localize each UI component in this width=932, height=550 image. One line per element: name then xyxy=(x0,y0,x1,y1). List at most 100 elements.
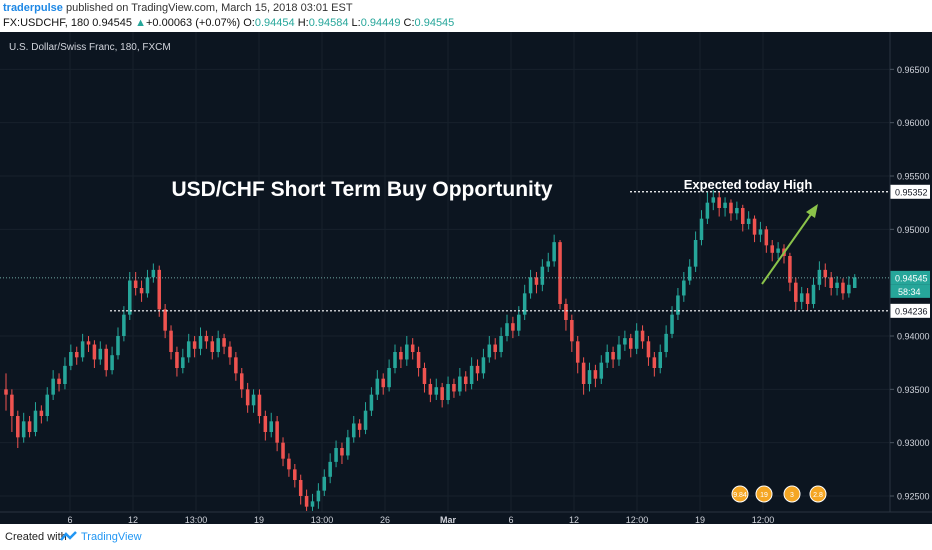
event-flag-label: 19 xyxy=(760,492,768,499)
countdown-label: 58:34 xyxy=(898,287,921,297)
ohlc-line: FX:USDCHF, 180 0.94545 ▲+0.00063 (+0.07%… xyxy=(3,17,454,29)
candle-up xyxy=(540,266,545,285)
candle-up xyxy=(116,336,120,356)
candle-down xyxy=(4,389,8,395)
candle-down xyxy=(139,288,144,294)
candle-down xyxy=(652,357,657,368)
candle-up xyxy=(63,365,67,384)
candle-up xyxy=(434,387,439,395)
candle-up xyxy=(145,277,150,294)
symbol-label: FX:USDCHF, 180 xyxy=(3,17,90,29)
candle-up xyxy=(458,376,462,392)
candle-up xyxy=(363,410,368,430)
candle-down xyxy=(740,208,745,224)
candle-down xyxy=(841,282,845,294)
candle-down xyxy=(428,384,433,395)
candle-up xyxy=(817,269,822,285)
candle-up xyxy=(835,282,839,288)
candle-up xyxy=(181,357,185,368)
candle-down xyxy=(157,269,162,310)
candle-up xyxy=(393,352,397,368)
level-label: 0.95352 xyxy=(895,187,928,197)
candle-down xyxy=(298,480,303,496)
candle-up xyxy=(676,295,680,315)
candle-down xyxy=(416,352,421,368)
candle-down xyxy=(646,341,651,358)
candle-up xyxy=(705,202,710,219)
candle-down xyxy=(104,348,108,371)
time-tick-label: 26 xyxy=(380,515,390,524)
candle-down xyxy=(399,352,403,360)
candle-down xyxy=(823,269,828,278)
candle-down xyxy=(440,387,444,400)
candle-down xyxy=(463,376,468,384)
candle-down xyxy=(275,421,279,443)
candle-down xyxy=(234,357,238,374)
candle-down xyxy=(381,378,385,388)
candle-up xyxy=(251,394,256,406)
candle-up xyxy=(623,338,627,345)
candle-down xyxy=(475,365,480,374)
author-link[interactable]: traderpulse xyxy=(3,2,63,14)
tradingview-brand[interactable]: TradingView xyxy=(81,531,142,543)
price-tick-label: 0.95000 xyxy=(897,225,930,235)
price-axis[interactable]: 0.96500 0.96000 0.95500 0.95000 0.94000 0.935… xyxy=(890,65,930,502)
candle-down xyxy=(74,352,79,358)
time-tick-label: 12:00 xyxy=(752,515,775,524)
event-flag-label: 2.8 xyxy=(813,492,823,499)
candle-up xyxy=(269,421,273,432)
candle-down xyxy=(210,341,215,352)
candle-up xyxy=(334,448,338,462)
candle-down xyxy=(228,346,232,358)
candle-down xyxy=(534,277,539,285)
time-tick-label: 13:00 xyxy=(311,515,334,524)
event-flag-icon xyxy=(809,485,827,503)
candle-down xyxy=(222,338,226,347)
high-label: H: xyxy=(297,17,309,29)
candle-up xyxy=(552,242,556,262)
price-chart[interactable]: 0.95352 0.94545 58:34 0.94236 0.96500 0.9600… xyxy=(0,32,932,525)
candle-down xyxy=(92,344,97,360)
candle-up xyxy=(852,277,857,288)
candle-up xyxy=(375,378,380,395)
candle-down xyxy=(575,341,580,363)
candle-up xyxy=(634,330,639,349)
candle-up xyxy=(351,423,356,438)
candle-down xyxy=(27,421,32,432)
candle-down xyxy=(570,320,574,342)
candle-up xyxy=(746,218,751,224)
time-tick-label: 12:00 xyxy=(626,515,649,524)
candle-up xyxy=(599,362,604,379)
levels-layer: 0.95352 0.94545 58:34 0.94236 xyxy=(0,184,930,318)
candle-down xyxy=(39,410,44,416)
event-flag-label: 9.84 xyxy=(733,492,747,499)
price-tick-label: 0.93000 xyxy=(897,438,930,448)
candle-up xyxy=(216,338,220,352)
time-axis[interactable]: 6 12 13:00 19 13:00 26 Mar 6 12 12:00 19 12:00 xyxy=(67,515,775,525)
candle-down xyxy=(287,458,291,470)
candle-down xyxy=(192,341,197,349)
chart-area[interactable]: 0.95352 0.94545 58:34 0.94236 0.96500 0.9600… xyxy=(0,32,932,525)
candle-up xyxy=(499,336,503,352)
candle-up xyxy=(587,370,592,384)
time-tick-label: Mar xyxy=(440,515,457,524)
price-tick-label: 0.92500 xyxy=(897,492,930,502)
candle-down xyxy=(57,378,61,384)
up-arrow-icon xyxy=(761,204,818,285)
candle-up xyxy=(487,344,492,358)
event-flag-label: 3 xyxy=(790,492,794,499)
candle-down xyxy=(16,416,20,438)
last-price-label: 0.94545 xyxy=(895,273,928,283)
price-tick-label: 0.95500 xyxy=(897,172,930,182)
candle-up xyxy=(605,352,609,363)
candle-down xyxy=(452,384,456,392)
level-tag xyxy=(890,303,930,318)
candle-up xyxy=(693,240,698,267)
time-tick-label: 12 xyxy=(569,515,579,524)
candle-down xyxy=(281,442,285,459)
time-tick-label: 6 xyxy=(67,515,72,524)
tradingview-logo-icon xyxy=(60,531,77,541)
candle-down xyxy=(422,368,427,384)
event-flag-icon xyxy=(755,485,773,503)
chart-grid xyxy=(0,32,890,512)
